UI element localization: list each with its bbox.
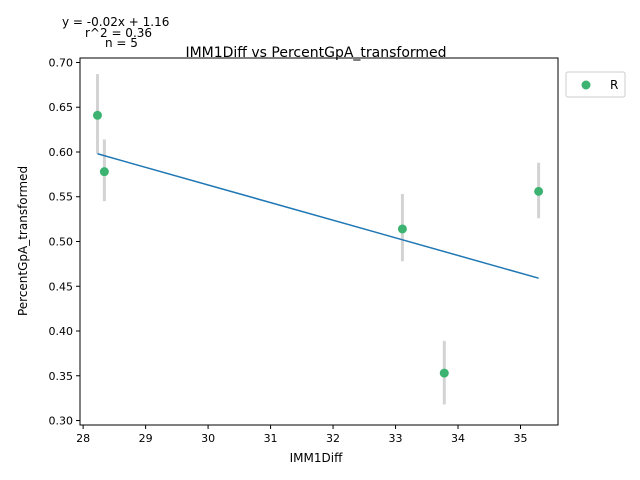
x-tick-label: 31 <box>264 432 278 445</box>
data-point <box>534 186 544 196</box>
y-tick-label: 0.55 <box>49 191 74 204</box>
y-tick-label: 0.45 <box>49 280 74 293</box>
y-tick-label: 0.35 <box>49 370 74 383</box>
y-tick-label: 0.30 <box>49 415 74 428</box>
y-tick-label: 0.70 <box>49 56 74 69</box>
data-point <box>439 368 449 378</box>
y-tick-label: 0.65 <box>49 101 74 114</box>
x-tick-label: 30 <box>201 432 215 445</box>
data-point <box>99 167 109 177</box>
equation-annotation: y = -0.02x + 1.16 <box>62 15 169 29</box>
x-tick-label: 35 <box>514 432 528 445</box>
x-tick-label: 33 <box>389 432 403 445</box>
plot-frame <box>79 57 559 426</box>
y-tick-label: 0.50 <box>49 236 74 249</box>
y-axis-label: PercentGpA_transformed <box>16 166 30 316</box>
data-point <box>397 224 407 234</box>
x-axis-label: IMM1Diff <box>290 451 343 465</box>
y-tick-label: 0.60 <box>49 146 74 159</box>
legend-frame <box>565 71 626 98</box>
x-tick-label: 34 <box>451 432 465 445</box>
regression-line <box>97 153 539 279</box>
n-annotation: n = 5 <box>105 36 138 50</box>
y-tick-label: 0.40 <box>49 325 74 338</box>
legend-marker <box>581 80 591 90</box>
x-tick-label: 28 <box>76 432 90 445</box>
r2-annotation: r^2 = 0.36 <box>85 26 152 40</box>
x-tick-label: 32 <box>326 432 340 445</box>
legend-label: R <box>610 78 618 92</box>
data-point <box>92 110 102 120</box>
chart-title: IMM1Diff vs PercentGpA_transformed <box>185 45 446 61</box>
legend: R <box>565 71 626 98</box>
x-tick-label: 29 <box>139 432 153 445</box>
